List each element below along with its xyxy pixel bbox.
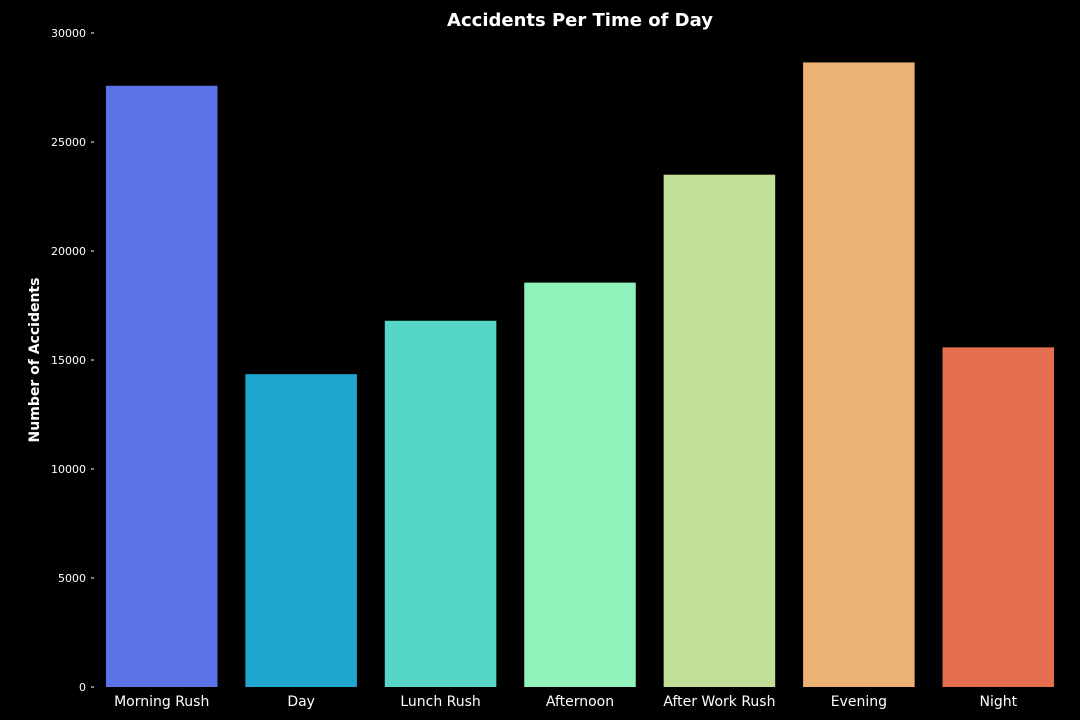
- bar-evening: [803, 62, 915, 688]
- bar-after-work-rush: [663, 174, 776, 687]
- y-axis-ticks: 0 5000 10000 15000 20000 25000 30000: [51, 27, 94, 694]
- bar-lunch-rush: [384, 320, 497, 687]
- bar-afternoon: [524, 282, 636, 687]
- y-tick-label: 5000: [58, 572, 86, 585]
- x-tick-label: Night: [979, 694, 1017, 710]
- bar-day: [245, 374, 357, 687]
- bars: [105, 62, 1055, 688]
- x-axis-ticks: Morning Rush Day Lunch Rush Afternoon After …: [114, 694, 1018, 710]
- bar-morning-rush: [105, 85, 218, 688]
- y-tick-label: 0: [79, 681, 86, 694]
- x-tick-label: Morning Rush: [114, 694, 209, 710]
- x-tick-label: Evening: [831, 694, 887, 710]
- y-tick-label: 30000: [51, 27, 86, 40]
- x-tick-label: After Work Rush: [663, 694, 775, 710]
- y-tick-label: 15000: [51, 354, 86, 367]
- x-tick-label: Afternoon: [546, 694, 614, 710]
- x-tick-label: Lunch Rush: [400, 694, 480, 710]
- y-tick-label: 10000: [51, 463, 86, 476]
- chart-title: Accidents Per Time of Day: [447, 10, 713, 31]
- bar-night: [942, 347, 1055, 687]
- y-tick-label: 20000: [51, 245, 86, 258]
- y-tick-label: 25000: [51, 136, 86, 149]
- x-tick-label: Day: [287, 694, 315, 710]
- y-axis-label: Number of Accidents: [27, 278, 43, 443]
